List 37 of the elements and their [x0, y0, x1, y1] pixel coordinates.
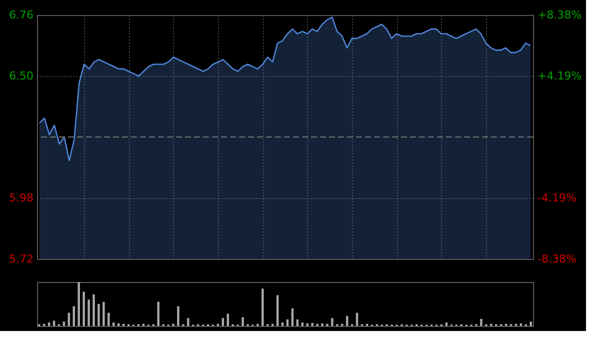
y-tick-label: 5.72: [9, 252, 34, 266]
bar: [306, 323, 308, 326]
bar: [530, 322, 532, 326]
bar: [222, 318, 224, 326]
y-tick-label: 6.50: [9, 70, 34, 82]
bar: [226, 314, 229, 326]
bar: [72, 306, 75, 326]
bar: [82, 292, 85, 326]
bar: [480, 318, 482, 326]
bar: [331, 318, 334, 326]
bar: [112, 322, 115, 326]
bar: [262, 288, 264, 326]
bar: [187, 318, 190, 326]
y-tick-label: 5.98: [9, 192, 34, 204]
bar: [445, 322, 448, 326]
y2-tick-label: -8.38%: [538, 252, 576, 266]
y2-tick-label: +4.19%: [538, 70, 582, 82]
bar: [311, 322, 314, 326]
y2-tick-label: -4.19%: [538, 192, 576, 204]
bar: [78, 282, 80, 326]
bar: [157, 302, 160, 326]
bar: [177, 306, 180, 326]
bar: [92, 294, 95, 326]
bar: [242, 317, 244, 326]
bar: [281, 322, 284, 326]
bar: [88, 300, 90, 326]
bar: [48, 322, 50, 326]
bar: [102, 302, 105, 326]
bar: [108, 312, 110, 326]
bar: [62, 322, 66, 326]
bar: [276, 295, 279, 326]
y-tick-label: 6.76: [9, 8, 34, 22]
bar: [98, 304, 100, 326]
bar: [52, 320, 56, 326]
y2-tick-label: +8.38%: [538, 8, 582, 22]
bar: [321, 323, 324, 326]
bar: [301, 322, 304, 326]
